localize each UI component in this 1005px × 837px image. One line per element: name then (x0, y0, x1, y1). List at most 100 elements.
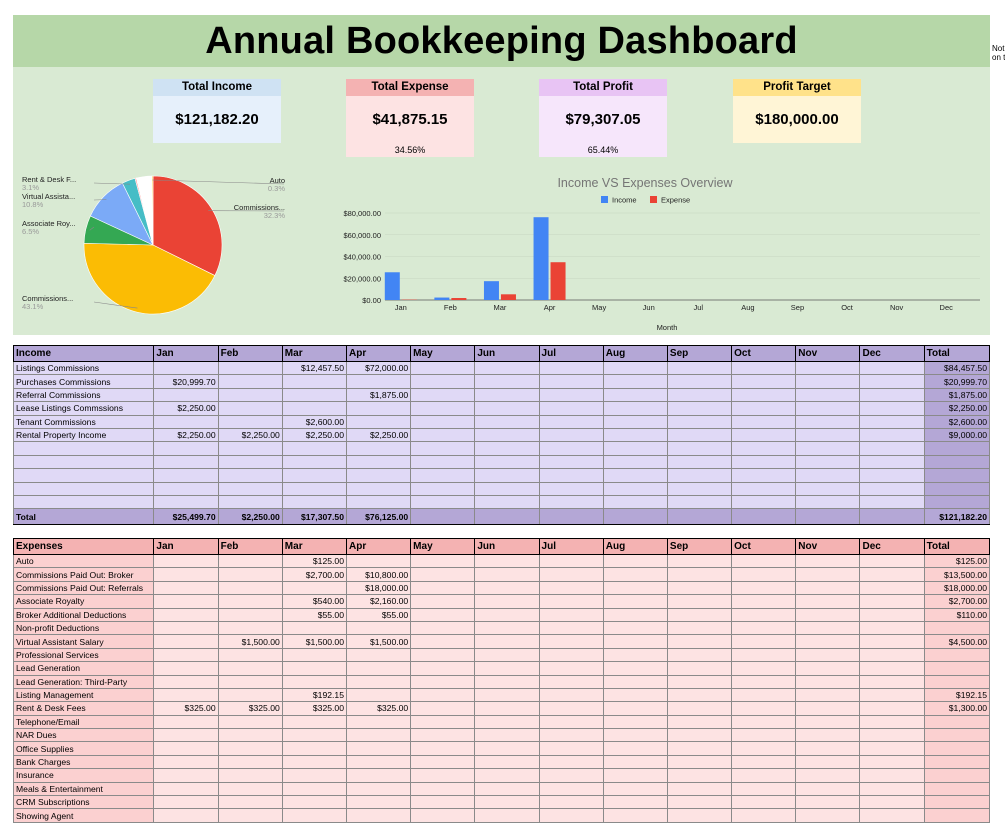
month-value-cell[interactable] (538, 468, 604, 483)
month-value-cell[interactable] (666, 674, 733, 689)
row-label-cell[interactable]: Virtual Assistant Salary (12, 634, 155, 649)
column-header[interactable]: Total (923, 345, 991, 362)
month-value-cell[interactable] (538, 360, 604, 376)
row-total-cell[interactable]: $192.15 (923, 687, 991, 703)
month-value-cell[interactable] (538, 741, 604, 756)
month-value-cell[interactable] (474, 468, 540, 483)
row-total-cell[interactable] (923, 674, 991, 689)
month-value-cell[interactable] (666, 768, 733, 783)
month-value-cell[interactable] (859, 594, 925, 609)
month-value-cell[interactable] (538, 634, 604, 649)
month-value-cell[interactable] (281, 647, 347, 663)
month-value-cell[interactable] (666, 647, 733, 663)
row-total-cell[interactable] (923, 808, 991, 823)
total-value-cell[interactable] (795, 508, 861, 526)
row-total-cell[interactable] (923, 754, 991, 770)
column-header[interactable]: Aug (602, 538, 668, 555)
month-value-cell[interactable] (281, 481, 347, 496)
kpi-total-profit[interactable]: Total Profit $79,307.05 65.44% (539, 79, 667, 157)
month-value-cell[interactable] (410, 728, 476, 743)
month-value-cell[interactable] (538, 714, 604, 730)
month-value-cell[interactable] (538, 494, 604, 510)
month-value-cell[interactable] (731, 714, 797, 730)
month-value-cell[interactable] (731, 701, 797, 716)
month-value-cell[interactable] (538, 728, 604, 743)
month-value-cell[interactable] (731, 468, 797, 483)
month-value-cell[interactable] (474, 634, 540, 649)
month-value-cell[interactable] (345, 468, 412, 483)
month-value-cell[interactable] (410, 647, 476, 663)
month-value-cell[interactable] (602, 620, 668, 636)
month-value-cell[interactable] (217, 808, 283, 823)
month-value-cell[interactable] (795, 454, 861, 470)
month-value-cell[interactable] (217, 607, 283, 622)
kpi-profit-target[interactable]: Profit Target $180,000.00 (733, 79, 861, 143)
month-value-cell[interactable] (731, 728, 797, 743)
month-value-cell[interactable] (602, 360, 668, 376)
month-value-cell[interactable] (281, 494, 347, 510)
month-value-cell[interactable] (538, 781, 604, 797)
month-value-cell[interactable] (153, 387, 219, 403)
month-value-cell[interactable] (153, 781, 219, 797)
month-value-cell[interactable] (345, 620, 412, 636)
month-value-cell[interactable] (345, 454, 412, 470)
month-value-cell[interactable] (217, 494, 283, 510)
month-value-cell[interactable] (410, 494, 476, 510)
month-value-cell[interactable] (538, 647, 604, 663)
month-value-cell[interactable] (602, 634, 668, 649)
month-value-cell[interactable] (602, 647, 668, 663)
row-total-cell[interactable] (923, 494, 991, 510)
row-label-cell[interactable]: Listing Management (12, 687, 155, 703)
month-value-cell[interactable] (666, 607, 733, 622)
row-total-cell[interactable]: $1,875.00 (923, 387, 991, 403)
row-label-cell[interactable]: Non-profit Deductions (12, 620, 155, 636)
month-value-cell[interactable] (666, 360, 733, 376)
month-value-cell[interactable] (602, 607, 668, 622)
month-value-cell[interactable] (153, 414, 219, 429)
month-value-cell[interactable] (602, 594, 668, 609)
month-value-cell[interactable] (666, 687, 733, 703)
bar-income[interactable] (533, 217, 549, 300)
total-value-cell[interactable]: $121,182.20 (923, 508, 991, 526)
month-value-cell[interactable] (666, 454, 733, 470)
row-label-cell[interactable]: Listings Commissions (12, 360, 155, 376)
month-value-cell[interactable] (474, 795, 540, 810)
month-value-cell[interactable] (859, 674, 925, 689)
month-value-cell[interactable] (795, 754, 861, 770)
month-value-cell[interactable] (538, 553, 604, 569)
month-value-cell[interactable] (731, 674, 797, 689)
month-value-cell[interactable] (474, 441, 540, 456)
month-value-cell[interactable] (666, 714, 733, 730)
bar-expense[interactable] (550, 262, 566, 300)
month-value-cell[interactable] (731, 620, 797, 636)
month-value-cell[interactable] (153, 481, 219, 496)
month-value-cell[interactable] (410, 414, 476, 429)
month-value-cell[interactable] (153, 494, 219, 510)
month-value-cell[interactable]: $2,250.00 (345, 427, 412, 443)
month-value-cell[interactable] (281, 401, 347, 416)
month-value-cell[interactable]: $72,000.00 (345, 360, 412, 376)
month-value-cell[interactable] (731, 808, 797, 823)
month-value-cell[interactable] (602, 714, 668, 730)
month-value-cell[interactable] (666, 374, 733, 389)
month-value-cell[interactable] (153, 360, 219, 376)
month-value-cell[interactable]: $1,875.00 (345, 387, 412, 403)
month-value-cell[interactable] (538, 687, 604, 703)
month-value-cell[interactable] (538, 674, 604, 689)
row-total-cell[interactable] (923, 647, 991, 663)
total-value-cell[interactable]: $25,499.70 (153, 508, 219, 526)
month-value-cell[interactable] (474, 387, 540, 403)
month-value-cell[interactable] (538, 795, 604, 810)
row-total-cell[interactable]: $2,600.00 (923, 414, 991, 429)
month-value-cell[interactable] (538, 567, 604, 582)
month-value-cell[interactable] (859, 741, 925, 756)
row-label-cell[interactable] (12, 441, 155, 456)
month-value-cell[interactable] (859, 427, 925, 443)
month-value-cell[interactable] (410, 661, 476, 676)
row-label-cell[interactable]: Commissions Paid Out: Referrals (12, 580, 155, 596)
kpi-total-expense[interactable]: Total Expense $41,875.15 34.56% (346, 79, 474, 157)
row-label-cell[interactable]: Lease Listings Commssions (12, 401, 155, 416)
total-value-cell[interactable] (474, 508, 540, 526)
month-value-cell[interactable] (731, 360, 797, 376)
month-value-cell[interactable] (474, 714, 540, 730)
